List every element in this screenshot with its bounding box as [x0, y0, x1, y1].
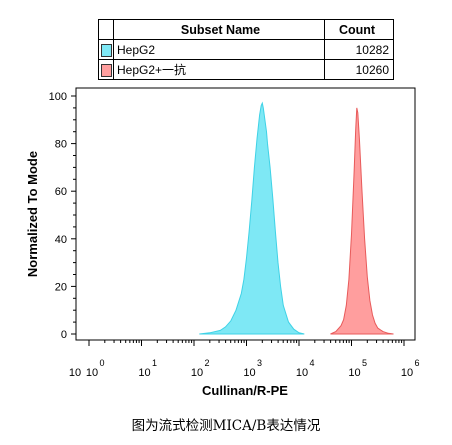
x-tick-label-exponent: 0	[99, 358, 104, 368]
y-axis-label: Normalized To Mode	[25, 151, 40, 277]
histogram-series-0	[199, 101, 305, 335]
y-tick-label: 80	[55, 139, 67, 151]
x-tick-label-leading: 10	[69, 367, 81, 379]
x-tick-label-exponent: 6	[414, 358, 419, 368]
legend-swatch-hepg2	[100, 43, 112, 57]
x-tick-label-base: 10	[348, 367, 360, 379]
x-axis-label: Cullinan/R-PE	[202, 383, 288, 398]
y-tick-label: 60	[55, 186, 67, 198]
x-tick-label-exponent: 1	[152, 358, 157, 368]
legend-count-hepg2: 10282	[324, 39, 394, 60]
y-tick-label: 100	[49, 91, 67, 103]
x-tick-label-exponent: 3	[257, 358, 262, 368]
x-tick-label-base: 10	[243, 367, 255, 379]
legend-header-row: Subset Name Count	[98, 19, 394, 40]
x-tick-label-exponent: 4	[309, 358, 314, 368]
x-tick-label-base: 10	[191, 367, 203, 379]
x-tick-label-exponent: 5	[362, 358, 367, 368]
y-tick-label: 0	[61, 329, 67, 341]
x-tick-label-base: 10	[138, 367, 150, 379]
legend-swatch-hepg2-antibody	[100, 63, 112, 77]
legend-count-hepg2-antibody: 10260	[324, 59, 394, 80]
y-tick-label: 40	[55, 234, 67, 246]
legend-row-hepg2: HepG2 10282	[98, 39, 394, 60]
y-tick-label: 20	[55, 281, 67, 293]
x-tick-label-exponent: 2	[204, 358, 209, 368]
legend-table: Subset Name Count HepG2 10282 HepG2+一抗 1…	[98, 19, 394, 80]
legend-name-hepg2-antibody: HepG2+一抗	[113, 59, 325, 80]
histogram-series-1	[330, 107, 394, 335]
x-tick-label-base: 10	[401, 367, 413, 379]
x-tick-label-base: 10	[86, 367, 98, 379]
plot-frame	[75, 87, 416, 341]
figure-caption: 图为流式检测MICA/B表达情况	[131, 418, 321, 434]
legend-row-hepg2-antibody: HepG2+一抗 10260	[98, 59, 394, 80]
x-tick-label-base: 10	[296, 367, 308, 379]
